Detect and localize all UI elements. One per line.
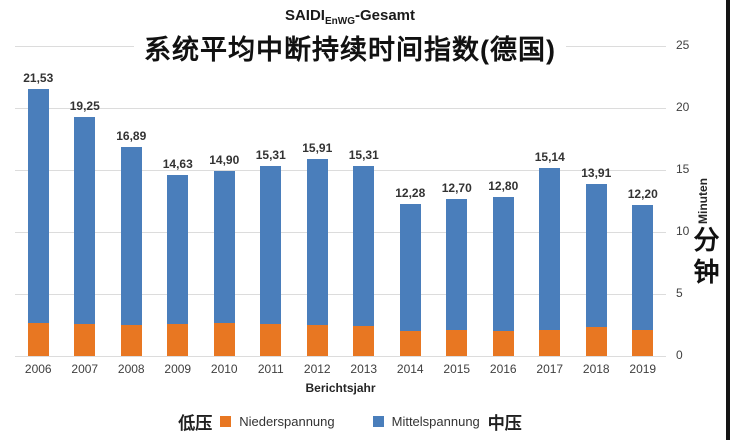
bar-segment-niederspannung-2018 [585, 327, 607, 356]
title-suffix: -Gesamt [354, 7, 416, 24]
bar-segment-mittelspannung-2016 [492, 197, 514, 332]
bar-segment-niederspannung-2009 [167, 323, 189, 356]
value-label-2006: 21,53 [23, 71, 54, 86]
value-label-2017: 15,14 [534, 150, 565, 165]
bar-segment-niederspannung-2011 [260, 323, 282, 356]
x-tick-2015: 2015 [443, 362, 471, 376]
bar-segment-mittelspannung-2008 [120, 146, 142, 325]
plot-area: 21,53 19,25 16,89 14,63 14,90 15,31 15,91 15,31… [15, 45, 666, 357]
gridline-15 [15, 169, 666, 171]
chart-title-chinese: 系统平均中断持续时间指数(德国) [134, 33, 566, 67]
bar-2014 [399, 203, 421, 356]
bar-2013 [353, 166, 375, 356]
x-tick-2009: 2009 [164, 362, 192, 376]
bar-2018 [585, 183, 607, 356]
bar-segment-niederspannung-2012 [306, 325, 328, 356]
bar-2017 [539, 168, 561, 356]
bar-2008 [120, 146, 142, 356]
y-tick-25: 25 [676, 38, 690, 52]
value-label-2013: 15,31 [348, 148, 379, 163]
bar-2009 [167, 174, 189, 356]
title-subscript: EnWG [324, 16, 355, 27]
gridline-10 [15, 231, 666, 233]
chart-title-chinese-wrap: 系统平均中断持续时间指数(德国) [0, 33, 700, 67]
bar-segment-mittelspannung-2012 [306, 158, 328, 325]
x-tick-2018: 2018 [582, 362, 610, 376]
legend-medium-voltage-chinese: 中压 [487, 414, 522, 433]
bar-segment-niederspannung-2014 [399, 331, 421, 356]
gridline-0 [15, 355, 666, 357]
y-tick-10: 10 [676, 224, 690, 238]
y-tick-0: 0 [676, 348, 683, 362]
bar-segment-niederspannung-2013 [353, 326, 375, 356]
x-tick-2012: 2012 [303, 362, 331, 376]
bar-segment-niederspannung-2017 [539, 329, 561, 356]
y-axis-title-chinese: 分钟 [690, 226, 720, 290]
gridline-20 [15, 107, 666, 109]
bar-segment-niederspannung-2010 [213, 322, 235, 356]
bar-segment-mittelspannung-2007 [74, 117, 96, 324]
y-tick-20: 20 [676, 100, 690, 114]
x-tick-2006: 2006 [24, 362, 52, 376]
bar-segment-niederspannung-2008 [120, 325, 142, 356]
bar-2011 [260, 166, 282, 356]
bar-segment-niederspannung-2019 [632, 329, 654, 356]
bar-2019 [632, 204, 654, 356]
legend-swatch-niederspannung [220, 416, 232, 427]
bar-2006 [27, 89, 49, 356]
bar-segment-mittelspannung-2010 [213, 171, 235, 323]
bar-2012 [306, 158, 328, 356]
x-tick-2008: 2008 [117, 362, 145, 376]
x-tick-2017: 2017 [536, 362, 564, 376]
value-label-2011: 15,31 [255, 148, 286, 163]
bar-segment-niederspannung-2007 [74, 323, 96, 356]
legend-low-voltage-chinese: 低压 [178, 414, 213, 433]
bar-segment-niederspannung-2006 [27, 322, 49, 356]
value-label-2010: 14,90 [209, 153, 240, 168]
bar-segment-mittelspannung-2017 [539, 168, 561, 330]
image-right-border [726, 0, 730, 440]
y-tick-15: 15 [676, 162, 690, 176]
value-label-2014: 12,28 [395, 185, 426, 200]
x-tick-2011: 2011 [257, 362, 284, 376]
bar-2015 [446, 198, 468, 356]
legend-niederspannung-label: Niederspannung [239, 414, 335, 429]
legend: 低压 Niederspannung Mittelspannung 中压 [0, 409, 700, 434]
bar-segment-mittelspannung-2018 [585, 183, 607, 328]
bar-segment-mittelspannung-2006 [27, 89, 49, 323]
value-label-2012: 15,91 [302, 140, 333, 155]
x-tick-2007: 2007 [71, 362, 99, 376]
bar-2007 [74, 117, 96, 356]
bar-segment-mittelspannung-2013 [353, 166, 375, 327]
bar-2016 [492, 197, 514, 356]
value-label-2008: 16,89 [116, 128, 147, 143]
bar-segment-niederspannung-2016 [492, 331, 514, 356]
x-tick-2010: 2010 [210, 362, 238, 376]
value-label-2018: 13,91 [581, 165, 612, 180]
gridline-5 [15, 293, 666, 295]
value-label-2009: 14,63 [162, 156, 193, 171]
x-tick-2016: 2016 [489, 362, 517, 376]
x-axis-title: Berichtsjahr [305, 381, 376, 395]
value-label-2015: 12,70 [441, 180, 472, 195]
y-tick-5: 5 [676, 286, 683, 300]
x-tick-2019: 2019 [629, 362, 657, 376]
value-label-2019: 12,20 [627, 186, 658, 201]
chart-title-german: SAIDIEnWG-Gesamt [0, 7, 700, 27]
bar-segment-mittelspannung-2015 [446, 198, 468, 330]
bar-2010 [213, 171, 235, 356]
bar-segment-mittelspannung-2011 [260, 166, 282, 324]
bar-segment-mittelspannung-2019 [632, 204, 654, 330]
legend-mittelspannung-label: Mittelspannung [391, 414, 480, 429]
title-prefix: SAIDI [284, 7, 325, 24]
bar-segment-mittelspannung-2009 [167, 174, 189, 324]
x-tick-2014: 2014 [396, 362, 424, 376]
value-label-2016: 12,80 [488, 179, 519, 194]
legend-swatch-mittelspannung [372, 416, 384, 427]
value-label-2007: 19,25 [69, 99, 100, 114]
bar-segment-niederspannung-2015 [446, 329, 468, 356]
bar-segment-mittelspannung-2014 [399, 203, 421, 332]
x-tick-2013: 2013 [350, 362, 378, 376]
